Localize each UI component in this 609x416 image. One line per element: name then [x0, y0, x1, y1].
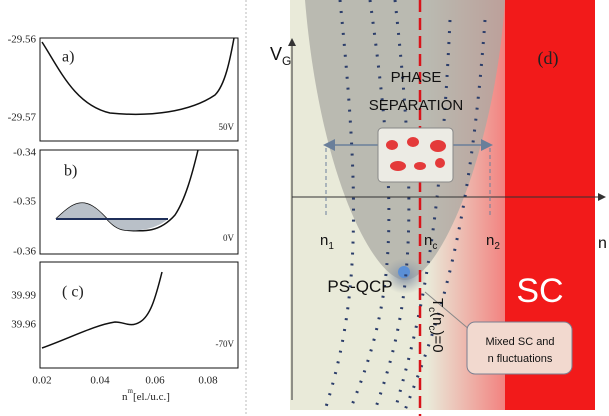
- text: (n: [429, 312, 446, 325]
- area-b: [56, 203, 168, 231]
- panel-label: b): [64, 163, 77, 180]
- x-axis-label: nm[el./u.c.]: [122, 387, 170, 403]
- panel-label: (d): [538, 48, 559, 69]
- voltage: 50V: [219, 122, 235, 132]
- box-line: Mixed SC and: [485, 336, 554, 348]
- qcp-label: PS-QCP: [327, 277, 392, 296]
- panel-b-frame: [39, 149, 239, 255]
- subscript: c: [426, 307, 437, 312]
- left-labels: a) b) ( c) 50V 0V -70V -29.56 -29.57 -0.…: [8, 34, 235, 403]
- voltage: 0V: [223, 233, 235, 243]
- symbol: n: [424, 232, 432, 249]
- subscript: 2: [494, 241, 500, 252]
- phase-label: SEPARATION: [369, 97, 463, 114]
- tc-label: Tc(nc)=0: [426, 298, 446, 353]
- y-tick-label: 39.99: [11, 290, 36, 302]
- symbol: V: [270, 44, 282, 64]
- subscript: 1: [328, 241, 334, 252]
- sc-label: SC: [516, 272, 563, 310]
- curve-c: [41, 271, 163, 349]
- n2-label: n2: [486, 232, 500, 252]
- y-tick-label: -0.36: [13, 246, 36, 258]
- panel-label: ( c): [62, 284, 84, 301]
- box-line: n fluctuations: [488, 353, 553, 365]
- symbol: T: [429, 298, 446, 307]
- dotted-lines: [323, 0, 487, 411]
- phase-label: PHASE: [391, 69, 442, 86]
- subscript: c: [432, 241, 437, 252]
- inset: [377, 127, 454, 183]
- text: )=0: [429, 331, 446, 353]
- x-tick-label: 0.02: [32, 375, 51, 387]
- symbol: n: [320, 232, 328, 249]
- symbol: n: [122, 391, 128, 403]
- blobs: [386, 137, 446, 171]
- qcp-point: [398, 266, 410, 278]
- y-tick-label: 39.96: [11, 319, 36, 331]
- x-axis-label: n: [598, 235, 607, 252]
- left-panels: [39, 37, 239, 369]
- superscript: m: [128, 387, 134, 395]
- x-tick-label: 0.08: [198, 375, 218, 387]
- symbol: n: [486, 232, 494, 249]
- subscript: G: [282, 54, 291, 68]
- unit: [el./u.c.]: [133, 391, 170, 403]
- y-axis-label: VG: [270, 44, 291, 68]
- x-tick-label: 0.06: [145, 375, 165, 387]
- y-tick-label: -0.35: [13, 196, 36, 208]
- panel-c-frame: [39, 261, 239, 369]
- panel-a-frame: [39, 37, 239, 142]
- right-labels: Mixed SC and n fluctuations VG n n1 nc n…: [270, 44, 607, 365]
- y-tick-label: -0.34: [13, 147, 36, 159]
- curve-a: [41, 37, 235, 116]
- nc-label: nc: [424, 232, 437, 252]
- voltage: -70V: [216, 339, 235, 349]
- phase-diagram: [258, 0, 609, 416]
- y-tick-label: -29.56: [8, 34, 37, 46]
- panel-label: a): [62, 49, 74, 66]
- subscript: c: [426, 326, 437, 331]
- box: [466, 321, 573, 375]
- n1-label: n1: [320, 232, 334, 252]
- callout: [424, 291, 471, 331]
- y-tick-label: -29.57: [8, 112, 37, 124]
- x-tick-label: 0.04: [90, 375, 110, 387]
